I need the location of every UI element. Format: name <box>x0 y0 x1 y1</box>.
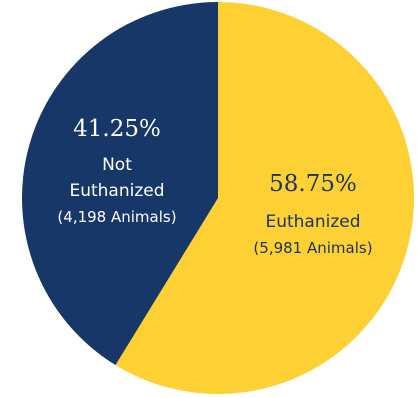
slice-label-not-euthanized: 41.25% Not Euthanized (4,198 Animals) <box>57 116 176 226</box>
slice-label-euthanized: 58.75% Euthanized (5,981 Animals) <box>253 171 372 257</box>
euthanized-label: Euthanized <box>265 212 360 232</box>
not-euthanized-label-line-1: Not <box>102 155 132 175</box>
not-euthanized-label-line-2: Euthanized <box>69 181 164 201</box>
pie-slices <box>22 2 415 394</box>
pie-slice-euthanized <box>115 2 415 394</box>
not-euthanized-percent-label: 41.25% <box>73 116 161 142</box>
euthanized-count-label: (5,981 Animals) <box>253 239 372 257</box>
not-euthanized-count-label: (4,198 Animals) <box>57 208 176 226</box>
pie-slice-not-euthanized <box>22 2 218 366</box>
euthanized-percent-label: 58.75% <box>269 171 357 197</box>
